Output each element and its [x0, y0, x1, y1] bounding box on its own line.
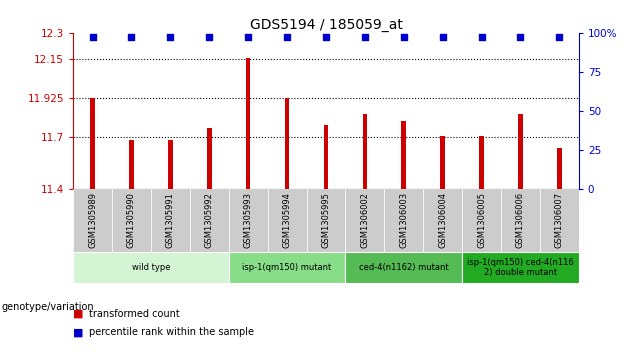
Point — [515, 34, 525, 40]
Bar — [501, 189, 540, 252]
Text: GSM1306004: GSM1306004 — [438, 192, 447, 248]
Text: GSM1306003: GSM1306003 — [399, 192, 408, 248]
Text: GSM1305992: GSM1305992 — [205, 192, 214, 248]
Text: GSM1306007: GSM1306007 — [555, 192, 563, 248]
Bar — [90, 98, 95, 189]
Point — [476, 34, 487, 40]
Bar — [462, 189, 501, 252]
Point — [360, 34, 370, 40]
Bar — [190, 189, 229, 252]
Bar — [384, 189, 423, 252]
Text: isp-1(qm150) mutant: isp-1(qm150) mutant — [242, 263, 332, 272]
Text: isp-1(qm150) ced-4(n116
2) double mutant: isp-1(qm150) ced-4(n116 2) double mutant — [467, 258, 574, 277]
Bar — [229, 189, 268, 252]
Bar — [73, 252, 229, 283]
Bar — [307, 189, 345, 252]
Point — [204, 34, 214, 40]
Bar — [168, 140, 173, 189]
Bar — [246, 58, 251, 189]
Bar — [268, 189, 307, 252]
Text: transformed count: transformed count — [89, 309, 180, 319]
Point — [127, 34, 137, 40]
Text: GSM1305989: GSM1305989 — [88, 192, 97, 248]
Point — [243, 34, 253, 40]
Point — [282, 34, 292, 40]
Text: GSM1305990: GSM1305990 — [127, 192, 136, 248]
Text: genotype/variation: genotype/variation — [1, 302, 94, 312]
Bar — [423, 189, 462, 252]
Text: GSM1305994: GSM1305994 — [282, 192, 291, 248]
Bar — [479, 136, 484, 189]
Bar — [207, 129, 212, 189]
Bar — [229, 252, 345, 283]
Bar — [151, 189, 190, 252]
Text: wild type: wild type — [132, 263, 170, 272]
Bar — [345, 189, 384, 252]
Bar — [345, 252, 462, 283]
Text: ■: ■ — [73, 327, 84, 337]
Text: GSM1306005: GSM1306005 — [477, 192, 486, 248]
Text: GSM1306006: GSM1306006 — [516, 192, 525, 248]
Bar — [518, 114, 523, 189]
Bar — [440, 136, 445, 189]
Bar — [73, 189, 112, 252]
Text: GSM1306002: GSM1306002 — [361, 192, 370, 248]
Text: ced-4(n1162) mutant: ced-4(n1162) mutant — [359, 263, 448, 272]
Bar — [363, 114, 367, 189]
Title: GDS5194 / 185059_at: GDS5194 / 185059_at — [249, 18, 403, 32]
Bar — [540, 189, 579, 252]
Point — [399, 34, 409, 40]
Text: percentile rank within the sample: percentile rank within the sample — [89, 327, 254, 337]
Point — [554, 34, 564, 40]
Text: GSM1305995: GSM1305995 — [321, 192, 331, 248]
Point — [438, 34, 448, 40]
Text: ■: ■ — [73, 309, 84, 319]
Bar — [112, 189, 151, 252]
Bar — [401, 121, 406, 189]
Point — [321, 34, 331, 40]
Bar — [462, 252, 579, 283]
Point — [165, 34, 176, 40]
Bar — [285, 98, 289, 189]
Bar — [557, 148, 562, 189]
Bar — [129, 140, 134, 189]
Point — [88, 34, 98, 40]
Text: GSM1305993: GSM1305993 — [244, 192, 252, 248]
Bar — [324, 125, 328, 189]
Text: GSM1305991: GSM1305991 — [166, 192, 175, 248]
